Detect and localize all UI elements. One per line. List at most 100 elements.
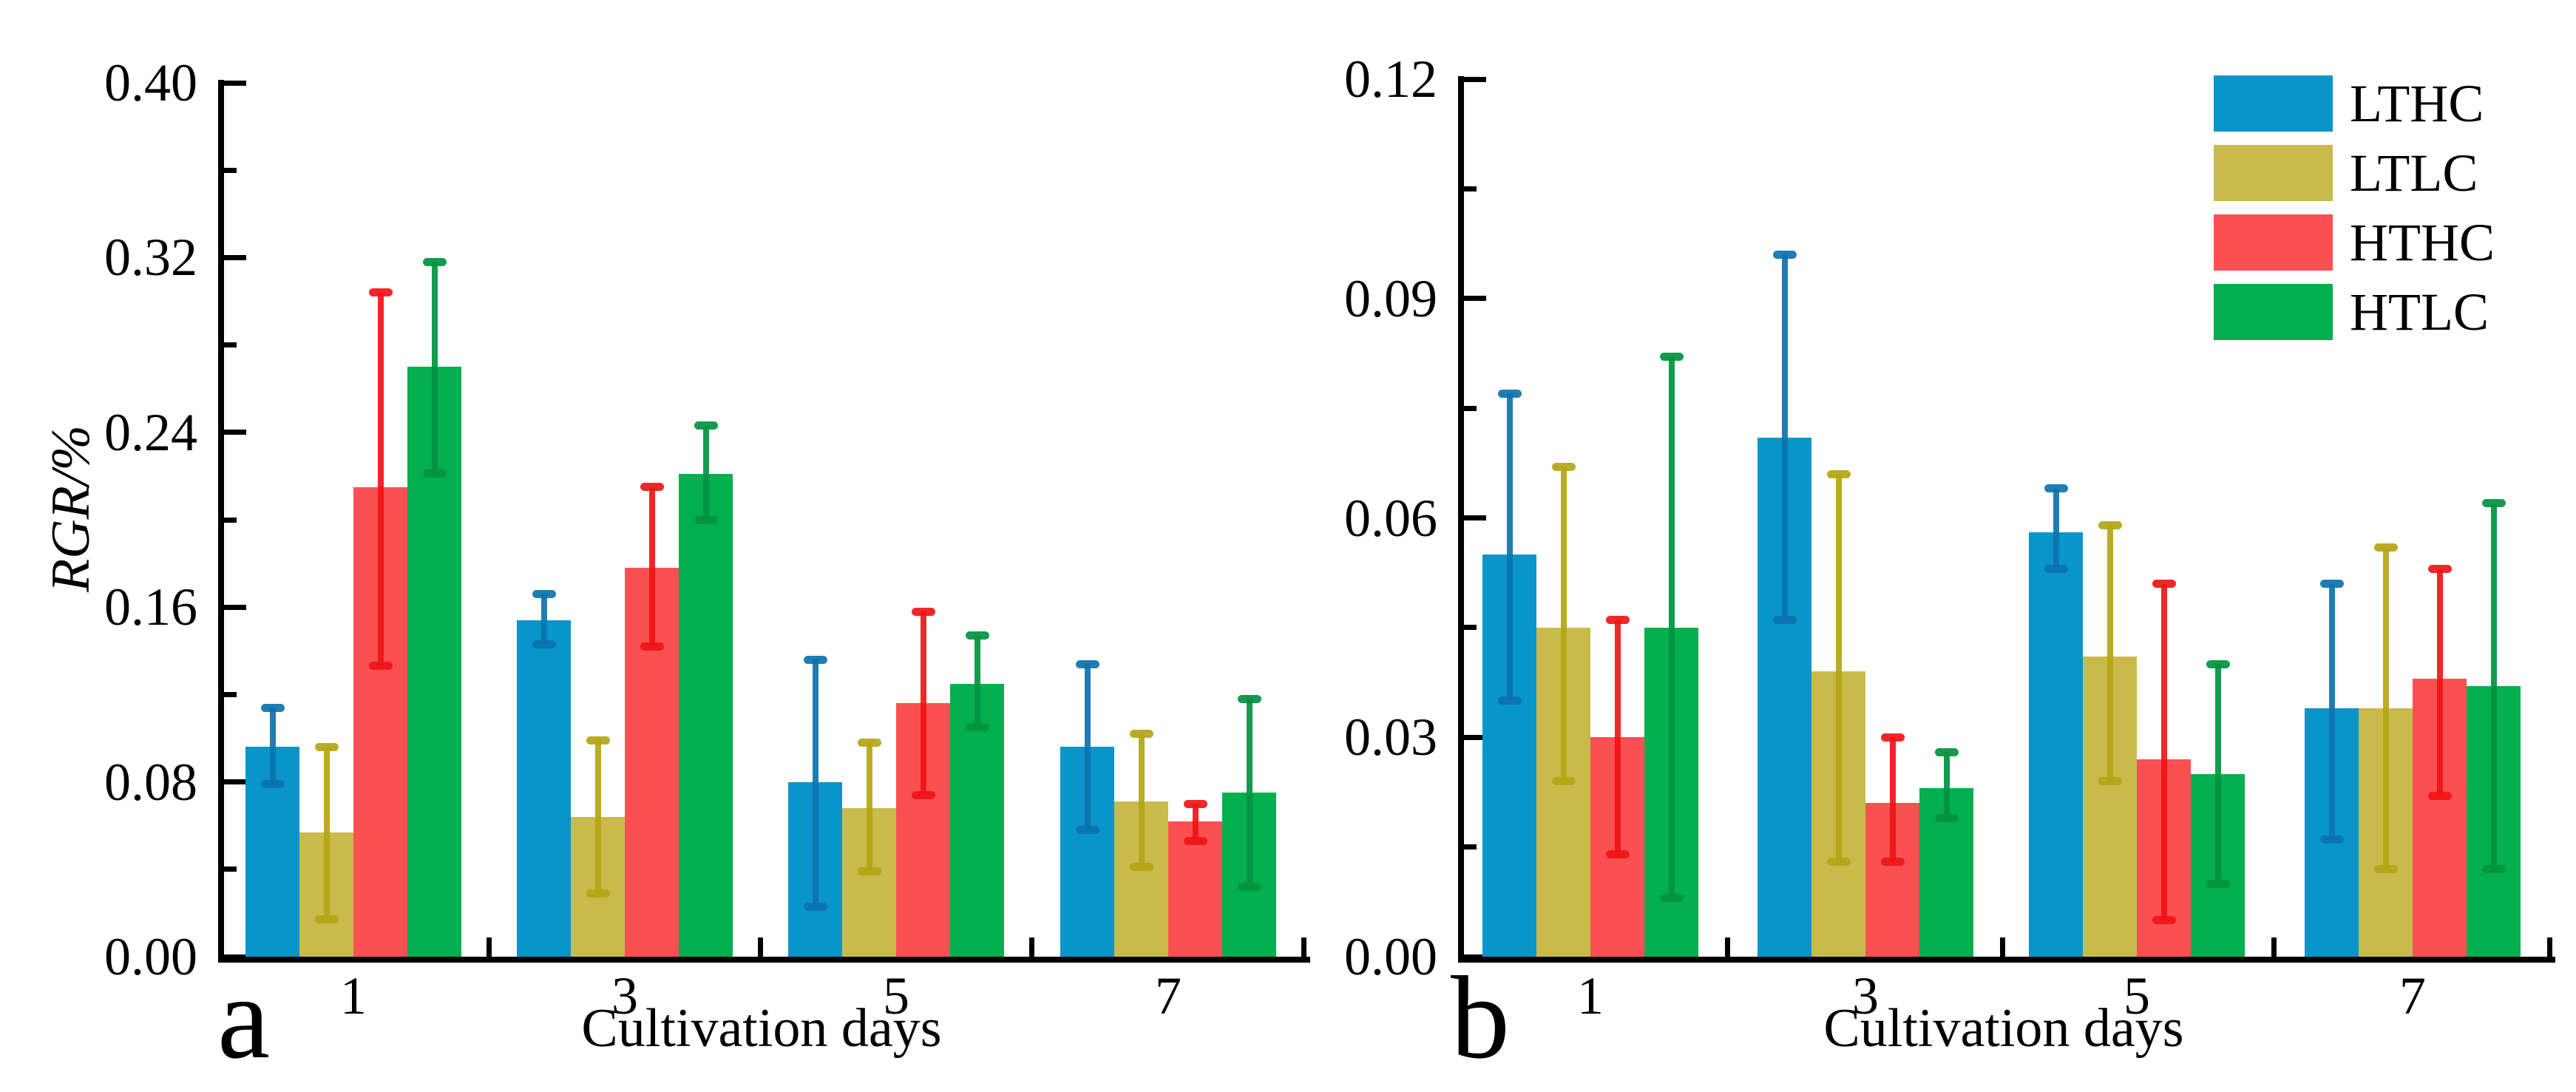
legend-swatch-htlc: [2214, 284, 2333, 340]
error-bar-cap: [857, 738, 881, 747]
error-bar-cap: [1183, 836, 1207, 845]
error-bar-line: [702, 425, 709, 520]
error-bar-line: [1138, 733, 1145, 867]
error-bar-cap: [1129, 730, 1153, 739]
error-bar-cap: [2427, 565, 2452, 574]
error-bar-cap: [2206, 879, 2230, 888]
error-bar-line: [2382, 547, 2389, 869]
error-bar-cap: [2319, 835, 2344, 844]
error-bar-cap: [368, 662, 393, 671]
error-bar-cap: [368, 288, 393, 297]
error-bar-cap: [694, 515, 718, 524]
y-axis-line: [218, 80, 224, 963]
error-bar-cap: [640, 642, 664, 651]
legend-label-lthc: LTHC: [2350, 74, 2484, 133]
legend-swatch-hthc: [2214, 214, 2333, 271]
x-tick-label: 1: [340, 966, 367, 1025]
error-bar-line: [1084, 664, 1091, 830]
error-bar-cap: [1497, 696, 1522, 705]
error-bar-cap: [586, 889, 610, 898]
error-bar-cap: [911, 607, 935, 616]
error-bar-cap: [532, 640, 556, 648]
y-major-tick: [1464, 296, 1486, 302]
error-bar-cap: [2098, 520, 2122, 529]
x-tick-label: 3: [611, 966, 638, 1025]
y-major-tick: [1464, 515, 1486, 520]
error-bar-cap: [640, 483, 664, 492]
error-bar-cap: [422, 469, 447, 478]
error-bar-cap: [694, 421, 718, 430]
error-bar-cap: [1183, 799, 1207, 808]
error-bar-cap: [965, 723, 989, 732]
y-tick-label: 0.08: [104, 752, 197, 812]
error-bar-cap: [1237, 694, 1261, 703]
bar-lthc-day3: [517, 620, 571, 957]
error-bar-line: [1889, 737, 1896, 862]
x-axis-line: [218, 957, 1310, 963]
error-bar-cap: [2152, 580, 2176, 589]
error-bar-cap: [1237, 882, 1261, 891]
legend-label-ltlc: LTLC: [2350, 143, 2478, 203]
error-bar-line: [920, 611, 926, 796]
x-tick: [1029, 937, 1035, 957]
y-minor-tick: [224, 342, 237, 348]
y-major-tick: [1464, 76, 1486, 82]
error-bar-cap: [2373, 543, 2398, 552]
panel-letter-a: a: [217, 952, 271, 1083]
error-bar-line: [812, 659, 818, 907]
error-bar-line: [2214, 664, 2221, 884]
y-minor-tick: [1464, 405, 1477, 411]
error-bar-cap: [2044, 565, 2068, 574]
error-bar-line: [431, 262, 438, 474]
error-bar-line: [2328, 583, 2335, 840]
error-bar-line: [2053, 488, 2059, 569]
y-tick-label: 0.00: [1344, 927, 1437, 986]
x-axis-line: [1458, 957, 2556, 963]
error-bar-cap: [2044, 484, 2068, 493]
error-bar-line: [974, 635, 980, 728]
error-bar-cap: [2373, 864, 2398, 873]
x-tick-label: 1: [1577, 966, 1604, 1025]
error-bar-line: [1192, 804, 1199, 841]
error-bar-cap: [2427, 791, 2452, 800]
x-tick: [758, 937, 764, 957]
error-bar-cap: [1880, 733, 1905, 742]
panel-letter-b: b: [1451, 952, 1510, 1083]
y-minor-tick: [224, 517, 237, 523]
error-bar-cap: [803, 902, 827, 911]
y-major-tick: [1464, 734, 1486, 740]
error-bar-cap: [532, 589, 556, 598]
error-bar-cap: [857, 867, 881, 876]
legend-swatch-lthc: [2214, 75, 2333, 132]
x-tick: [2546, 937, 2552, 957]
error-bar-line: [2160, 583, 2167, 920]
error-bar-line: [1781, 254, 1788, 620]
error-bar-line: [1614, 620, 1621, 855]
y-major-tick: [224, 80, 246, 86]
error-bar-cap: [260, 703, 285, 712]
error-bar-line: [540, 594, 547, 645]
error-bar-cap: [1075, 659, 1099, 668]
error-bar-cap: [1659, 353, 1684, 362]
error-bar-cap: [1659, 894, 1684, 903]
error-bar-cap: [2319, 580, 2344, 589]
y-minor-tick: [224, 867, 237, 872]
error-bar-cap: [1772, 250, 1797, 259]
error-bar-cap: [1605, 850, 1630, 859]
y-major-tick: [224, 430, 246, 435]
error-bar-cap: [314, 915, 339, 924]
error-bar-cap: [314, 742, 339, 751]
y-tick-label: 0.24: [104, 402, 197, 462]
y-tick-label: 0.12: [1344, 50, 1437, 109]
error-bar-cap: [2206, 659, 2230, 668]
y-tick-label: 0.09: [1344, 268, 1437, 328]
error-bar-cap: [1826, 857, 1851, 866]
y-major-tick: [224, 254, 246, 260]
y-minor-tick: [1464, 186, 1477, 191]
y-major-tick: [224, 604, 246, 610]
y-minor-tick: [224, 691, 237, 697]
error-bar-line: [648, 486, 655, 647]
y-tick-label: 0.03: [1344, 708, 1437, 767]
error-bar-cap: [1551, 462, 1576, 471]
